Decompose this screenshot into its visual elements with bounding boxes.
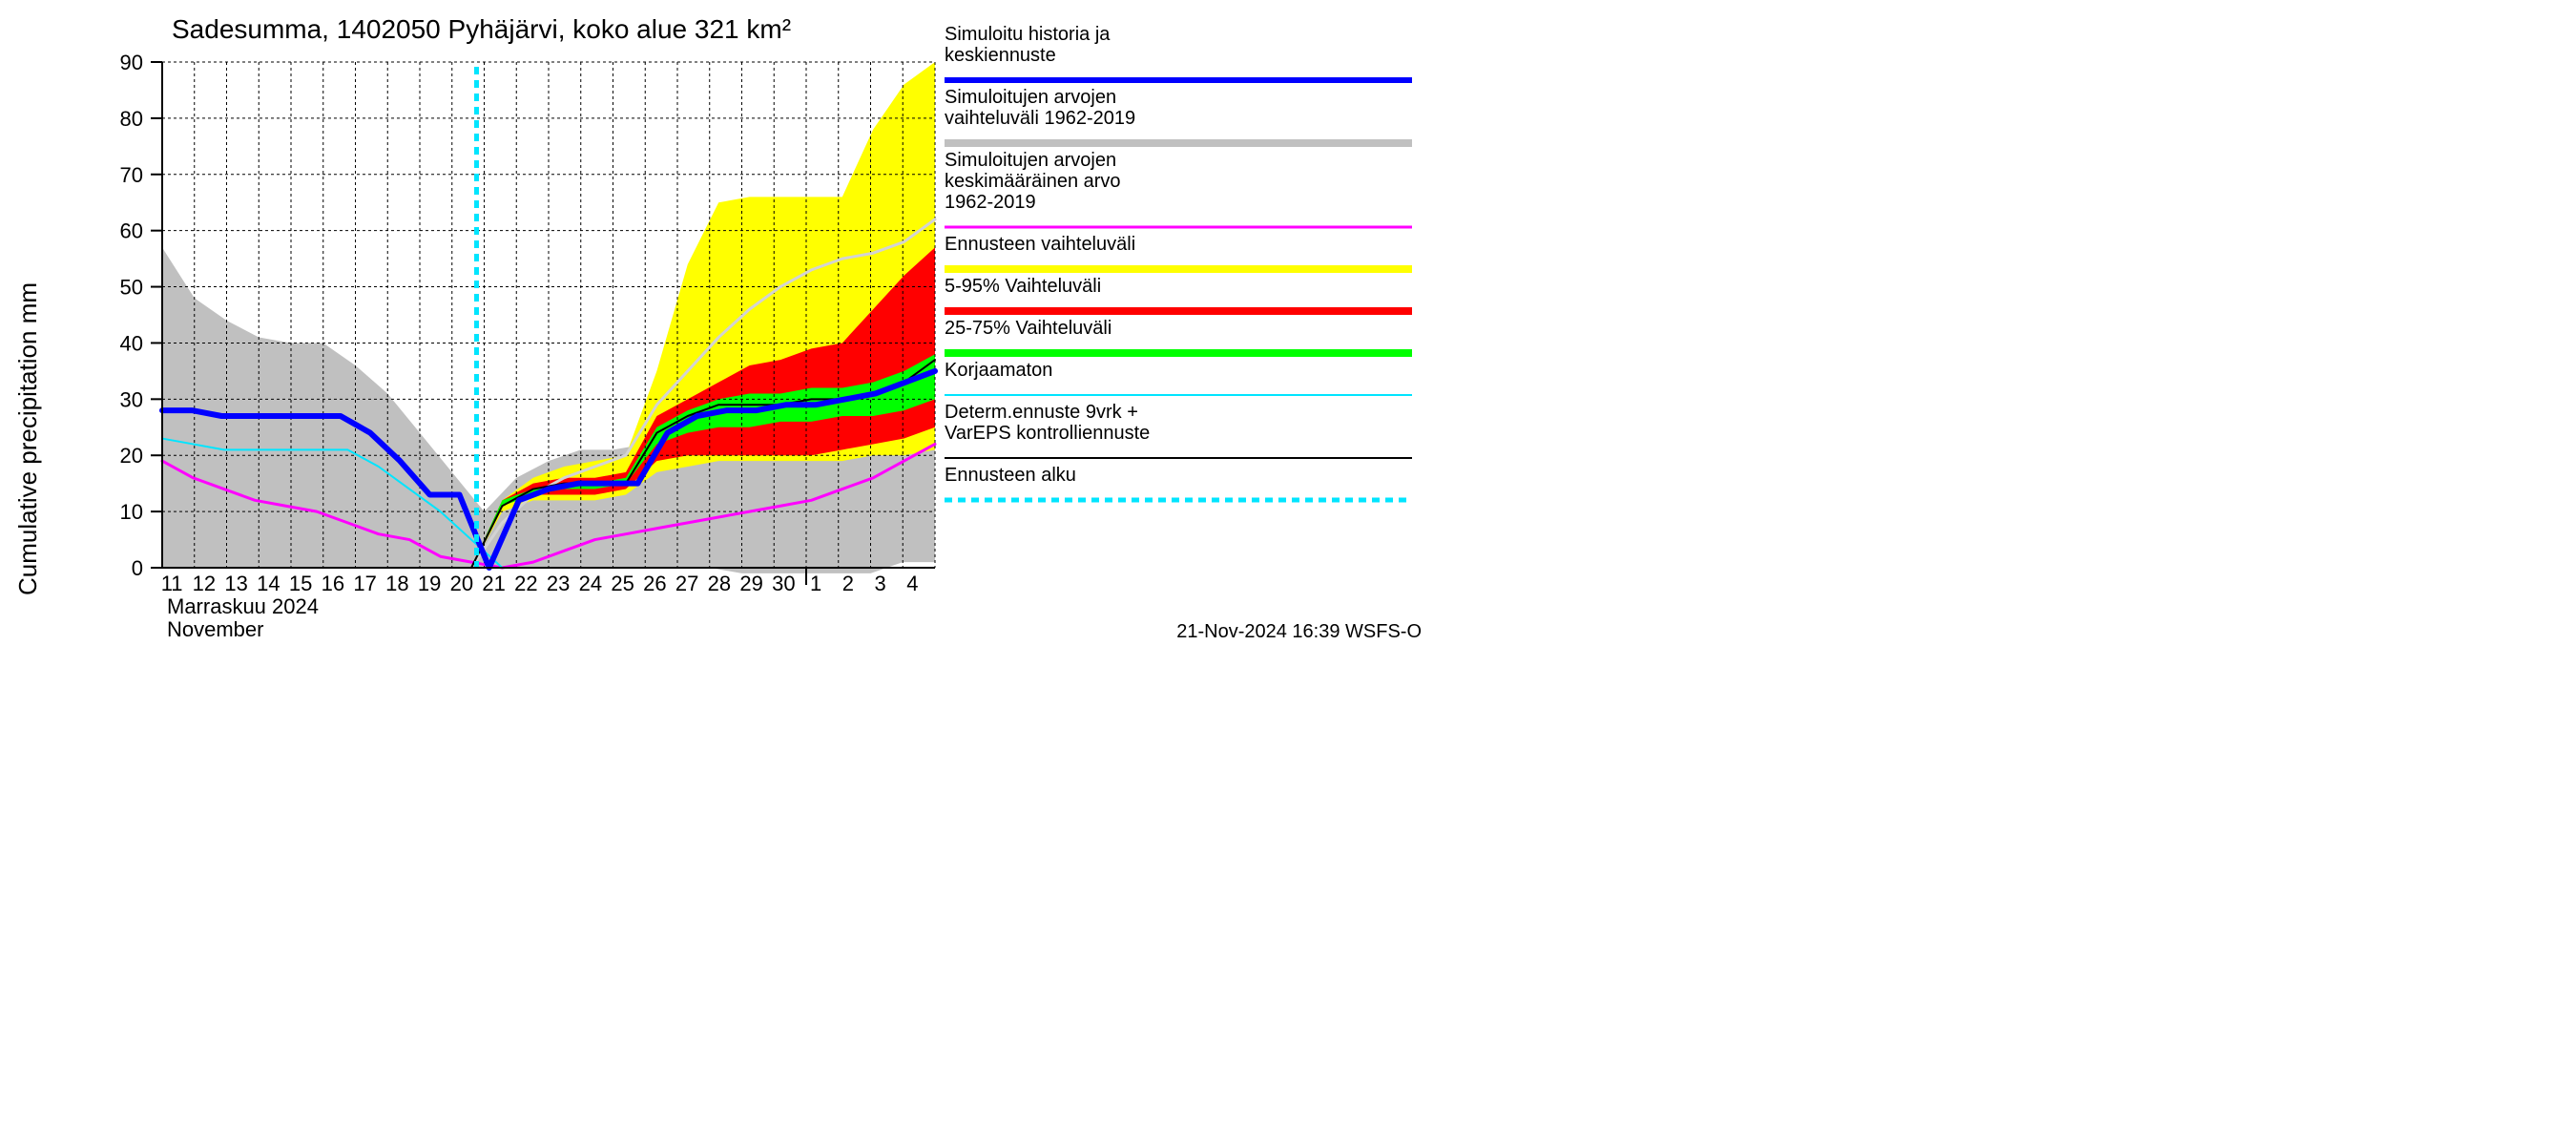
svg-text:20: 20 (120, 444, 143, 468)
svg-text:VarEPS kontrolliennuste: VarEPS kontrolliennuste (945, 423, 1150, 444)
svg-text:Ennusteen vaihteluväli: Ennusteen vaihteluväli (945, 234, 1135, 255)
svg-text:25-75% Vaihteluväli: 25-75% Vaihteluväli (945, 318, 1111, 339)
svg-text:29: 29 (739, 572, 762, 595)
svg-text:Ennusteen alku: Ennusteen alku (945, 465, 1076, 486)
chart-svg: 0102030405060708090111213141516171819202… (0, 0, 1431, 649)
svg-text:5-95% Vaihteluväli: 5-95% Vaihteluväli (945, 276, 1101, 297)
svg-text:17: 17 (353, 572, 376, 595)
svg-text:26: 26 (643, 572, 666, 595)
svg-text:50: 50 (120, 276, 143, 300)
svg-text:90: 90 (120, 51, 143, 74)
chart-container: 0102030405060708090111213141516171819202… (0, 0, 1431, 649)
chart-title: Sadesumma, 1402050 Pyhäjärvi, koko alue … (172, 14, 791, 44)
svg-text:15: 15 (289, 572, 312, 595)
svg-text:24: 24 (579, 572, 602, 595)
svg-text:12: 12 (193, 572, 216, 595)
month-label-en: November (167, 617, 263, 641)
svg-text:1: 1 (810, 572, 821, 595)
svg-text:Simuloitujen arvojen: Simuloitujen arvojen (945, 87, 1116, 108)
svg-text:28: 28 (708, 572, 731, 595)
svg-text:16: 16 (322, 572, 344, 595)
svg-text:18: 18 (385, 572, 408, 595)
svg-text:22: 22 (514, 572, 537, 595)
svg-text:19: 19 (418, 572, 441, 595)
svg-text:60: 60 (120, 219, 143, 243)
svg-text:Korjaamaton: Korjaamaton (945, 360, 1052, 381)
svg-text:21: 21 (482, 572, 505, 595)
svg-text:keskimääräinen arvo: keskimääräinen arvo (945, 171, 1121, 192)
svg-text:23: 23 (547, 572, 570, 595)
svg-text:Simuloitu historia ja: Simuloitu historia ja (945, 24, 1111, 45)
svg-text:13: 13 (224, 572, 247, 595)
svg-text:2: 2 (842, 572, 854, 595)
timestamp-label: 21-Nov-2024 16:39 WSFS-O (1176, 621, 1422, 642)
svg-text:4: 4 (906, 572, 918, 595)
svg-text:80: 80 (120, 107, 143, 131)
svg-text:30: 30 (772, 572, 795, 595)
svg-text:Determ.ennuste 9vrk +: Determ.ennuste 9vrk + (945, 402, 1138, 423)
svg-text:3: 3 (875, 572, 886, 595)
svg-text:20: 20 (450, 572, 473, 595)
svg-text:70: 70 (120, 163, 143, 187)
svg-text:0: 0 (132, 556, 143, 580)
svg-text:40: 40 (120, 331, 143, 355)
svg-text:1962-2019: 1962-2019 (945, 192, 1036, 213)
svg-text:vaihteluväli 1962-2019: vaihteluväli 1962-2019 (945, 108, 1135, 129)
svg-text:11: 11 (161, 572, 183, 595)
y-axis-label: Cumulative precipitation mm (13, 282, 42, 595)
svg-text:keskiennuste: keskiennuste (945, 45, 1056, 66)
svg-text:25: 25 (611, 572, 634, 595)
month-label-fi: Marraskuu 2024 (167, 594, 319, 618)
svg-text:10: 10 (120, 500, 143, 524)
svg-text:30: 30 (120, 387, 143, 411)
svg-text:14: 14 (257, 572, 280, 595)
svg-text:Simuloitujen arvojen: Simuloitujen arvojen (945, 150, 1116, 171)
svg-text:27: 27 (675, 572, 698, 595)
